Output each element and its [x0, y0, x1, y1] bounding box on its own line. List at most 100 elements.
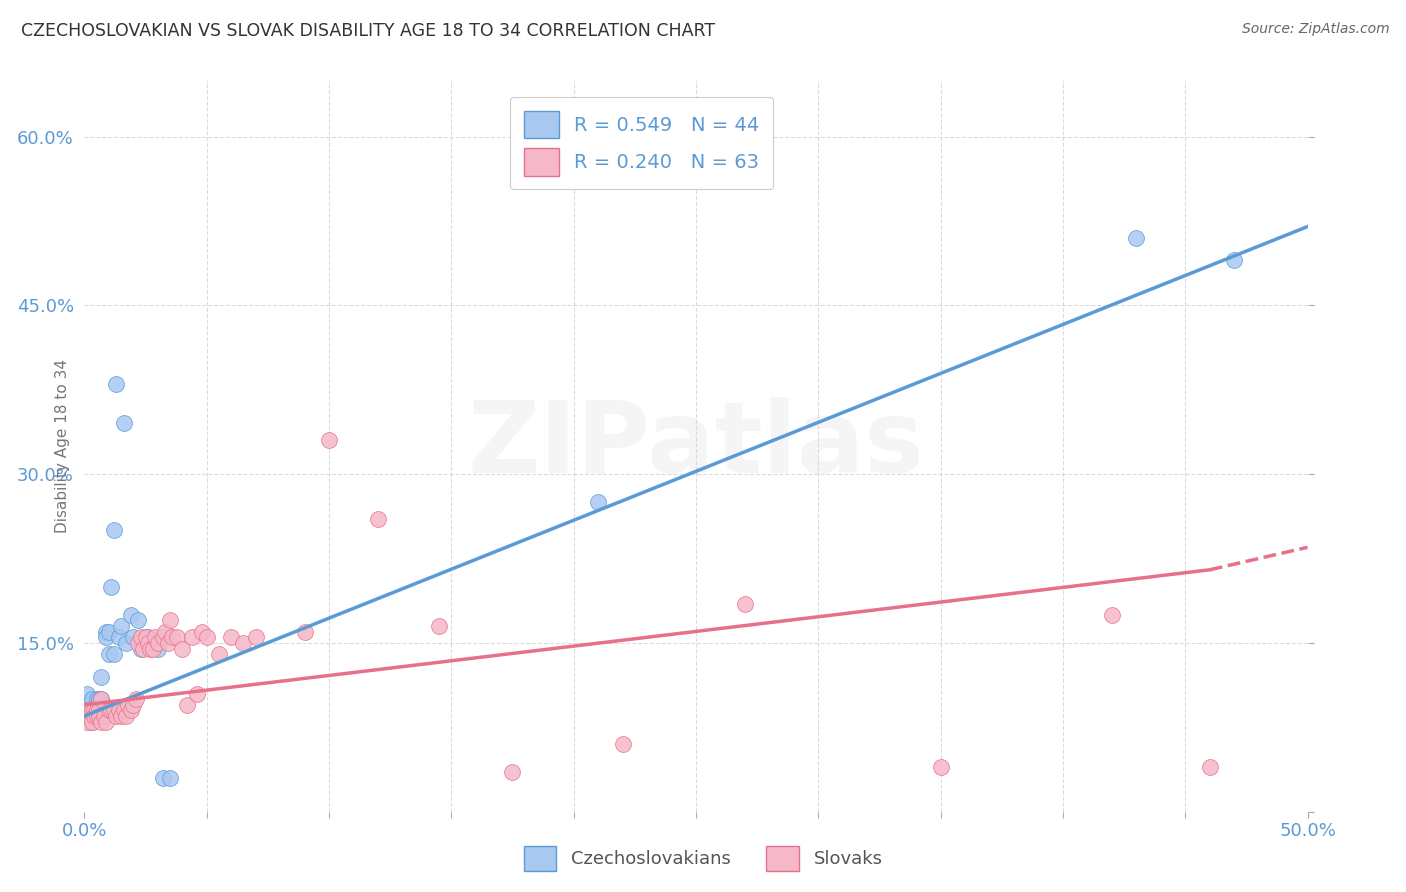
Point: [107, 630, 129, 644]
Point: [83, 703, 105, 717]
Point: [96, 624, 118, 639]
Point: [110, 619, 132, 633]
Point: [80, 692, 103, 706]
Point: [86, 692, 108, 706]
Point: [929, 760, 952, 774]
Point: [176, 698, 198, 712]
Point: [97, 624, 120, 639]
Point: [502, 765, 524, 780]
Legend: R = 0.549   N = 44, R = 0.240   N = 63: R = 0.549 N = 44, R = 0.240 N = 63: [510, 97, 773, 189]
Point: [146, 641, 169, 656]
Point: [734, 597, 756, 611]
Point: [125, 692, 148, 706]
Point: [86, 703, 108, 717]
Point: [90, 692, 112, 706]
Point: [139, 641, 162, 656]
Point: [76, 703, 98, 717]
Point: [129, 630, 152, 644]
Point: [86, 709, 108, 723]
Point: [219, 630, 242, 644]
Point: [1101, 607, 1123, 622]
Point: [127, 636, 149, 650]
Point: [90, 714, 112, 729]
Point: [142, 636, 165, 650]
Point: [127, 614, 149, 628]
Point: [136, 630, 159, 644]
Point: [181, 630, 204, 644]
Point: [87, 703, 110, 717]
Point: [83, 709, 105, 723]
Point: [77, 709, 100, 723]
Point: [1125, 231, 1147, 245]
Point: [132, 641, 155, 656]
Point: [87, 709, 110, 723]
Point: [172, 641, 194, 656]
Point: [159, 614, 181, 628]
Point: [93, 698, 115, 712]
Point: [90, 692, 112, 706]
Point: [107, 703, 129, 717]
Point: [367, 512, 389, 526]
Point: [100, 580, 122, 594]
Point: [159, 771, 181, 785]
Point: [135, 630, 157, 644]
Point: [612, 737, 634, 751]
Point: [83, 703, 105, 717]
Point: [112, 417, 135, 431]
Point: [76, 698, 98, 712]
Text: ZIPatlas: ZIPatlas: [468, 398, 924, 494]
Point: [318, 434, 340, 448]
Point: [87, 692, 110, 706]
Point: [77, 703, 100, 717]
Point: [153, 624, 176, 639]
Point: [77, 703, 100, 717]
Point: [117, 698, 139, 712]
Point: [143, 630, 166, 644]
Point: [96, 714, 118, 729]
Point: [93, 709, 115, 723]
Point: [1223, 253, 1246, 268]
Point: [135, 630, 157, 644]
Y-axis label: Disability Age 18 to 34: Disability Age 18 to 34: [55, 359, 70, 533]
Point: [105, 377, 128, 392]
Point: [156, 636, 179, 650]
Point: [87, 709, 110, 723]
Point: [152, 771, 174, 785]
Point: [77, 698, 100, 712]
Point: [80, 714, 103, 729]
Point: [586, 495, 609, 509]
Point: [112, 703, 135, 717]
Point: [120, 703, 142, 717]
Text: CZECHOSLOVAKIAN VS SLOVAK DISABILITY AGE 18 TO 34 CORRELATION CHART: CZECHOSLOVAKIAN VS SLOVAK DISABILITY AGE…: [21, 22, 716, 40]
Legend: Czechoslovakians, Slovaks: Czechoslovakians, Slovaks: [516, 838, 890, 879]
Point: [122, 698, 145, 712]
Point: [80, 714, 103, 729]
Point: [105, 709, 128, 723]
Point: [115, 636, 138, 650]
Point: [76, 687, 98, 701]
Point: [129, 641, 152, 656]
Point: [76, 714, 98, 729]
Point: [83, 709, 105, 723]
Point: [427, 619, 450, 633]
Point: [80, 709, 103, 723]
Point: [245, 630, 267, 644]
Point: [232, 636, 254, 650]
Point: [86, 698, 108, 712]
Point: [122, 630, 145, 644]
Point: [195, 630, 218, 644]
Point: [97, 647, 120, 661]
Point: [136, 636, 159, 650]
Point: [208, 647, 231, 661]
Point: [80, 703, 103, 717]
Point: [152, 630, 174, 644]
Point: [93, 709, 115, 723]
Point: [103, 524, 125, 538]
Point: [90, 670, 112, 684]
Point: [96, 630, 118, 644]
Point: [110, 709, 132, 723]
Point: [186, 687, 208, 701]
Point: [162, 630, 184, 644]
Point: [146, 636, 169, 650]
Text: Source: ZipAtlas.com: Source: ZipAtlas.com: [1241, 22, 1389, 37]
